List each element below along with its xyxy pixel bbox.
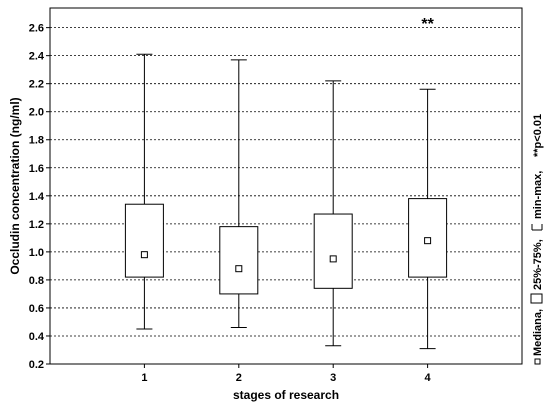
box-group [219, 59, 259, 329]
median-marker [140, 251, 148, 259]
x-tick-label: 3 [330, 372, 336, 384]
median-marker [329, 255, 337, 263]
median-marker [424, 237, 432, 245]
box-group [408, 88, 448, 350]
median-marker [235, 265, 243, 273]
annotations: ** [421, 16, 434, 33]
plot-frame [49, 7, 523, 365]
x-tick-label: 2 [236, 372, 242, 384]
y-tick-label: 0.4 [29, 331, 45, 343]
grid-lines [50, 27, 522, 337]
legend-median-label: Mediana, [532, 309, 544, 356]
y-tick-label: 2.4 [29, 51, 45, 63]
iqr-box [219, 226, 259, 295]
y-tick-label: 0.8 [29, 275, 44, 287]
legend-whisker-label: min-max, [532, 171, 544, 219]
legend-whisker-symbol [531, 224, 543, 231]
y-tick-label: 1.6 [29, 163, 44, 175]
y-axis-title: Occludin concentration (ng/ml) [8, 97, 22, 274]
y-tick-label: 1.2 [29, 219, 44, 231]
legend-median-symbol [534, 358, 541, 365]
significance-annotation: ** [421, 16, 434, 33]
y-tick-label: 1.0 [29, 247, 44, 259]
box-group [313, 80, 353, 347]
y-tick-label: 1.8 [29, 135, 44, 147]
y-tick-label: 2.0 [29, 107, 44, 119]
box-group [124, 53, 164, 330]
y-tick-label: 2.6 [29, 23, 44, 35]
y-tick-label: 1.4 [29, 191, 45, 203]
iqr-box [313, 213, 353, 289]
x-tick-label: 1 [141, 372, 147, 384]
legend-significance-note: **p<0.01 [532, 114, 544, 157]
y-axis-ticks: 0.2 0.4 0.6 0.8 1.0 1.2 1.4 1.6 1.8 2.0 2.2 2.4 2.6 [29, 23, 50, 371]
iqr-box [124, 203, 164, 278]
y-tick-label: 2.2 [29, 79, 44, 91]
x-axis-title: stages of research [233, 388, 339, 402]
boxes [124, 53, 448, 350]
y-tick-label: 0.2 [29, 359, 44, 371]
legend: Mediana, 25%-75%, min-max, **p<0.01 [530, 114, 544, 365]
legend-box-label: 25%-75%, [532, 239, 544, 290]
legend-box-symbol [530, 293, 543, 304]
x-tick-label: 4 [425, 372, 432, 384]
iqr-box [408, 198, 448, 278]
x-axis-ticks: 1 2 3 4 [141, 364, 432, 384]
y-tick-label: 0.6 [29, 303, 44, 315]
